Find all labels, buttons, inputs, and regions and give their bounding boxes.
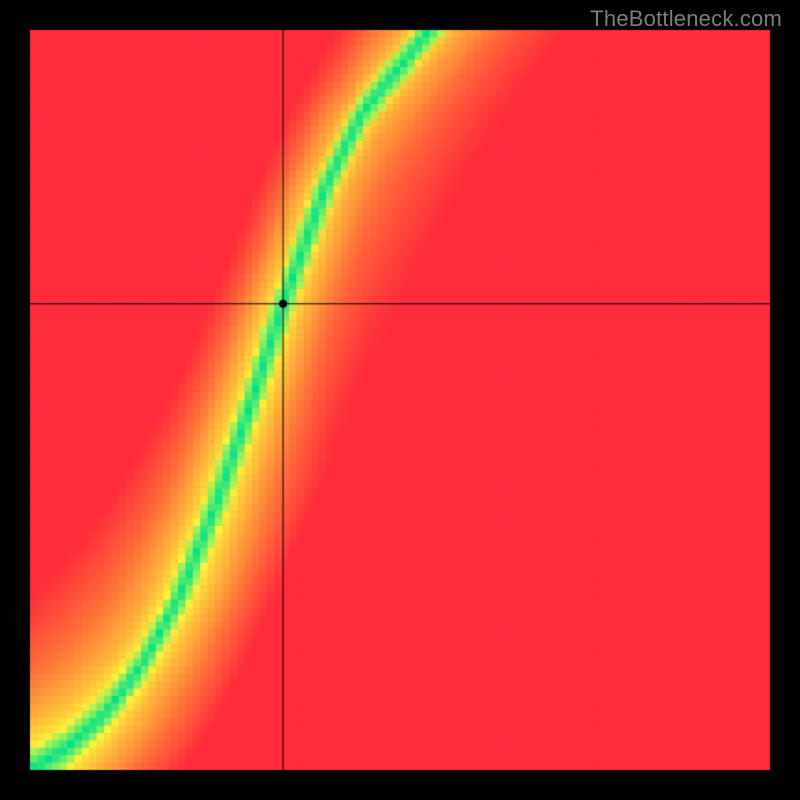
heatmap-container: { "watermark": "TheBottleneck.com", "can… bbox=[0, 0, 800, 800]
heatmap-canvas bbox=[0, 0, 800, 800]
watermark-text: TheBottleneck.com bbox=[590, 6, 782, 32]
